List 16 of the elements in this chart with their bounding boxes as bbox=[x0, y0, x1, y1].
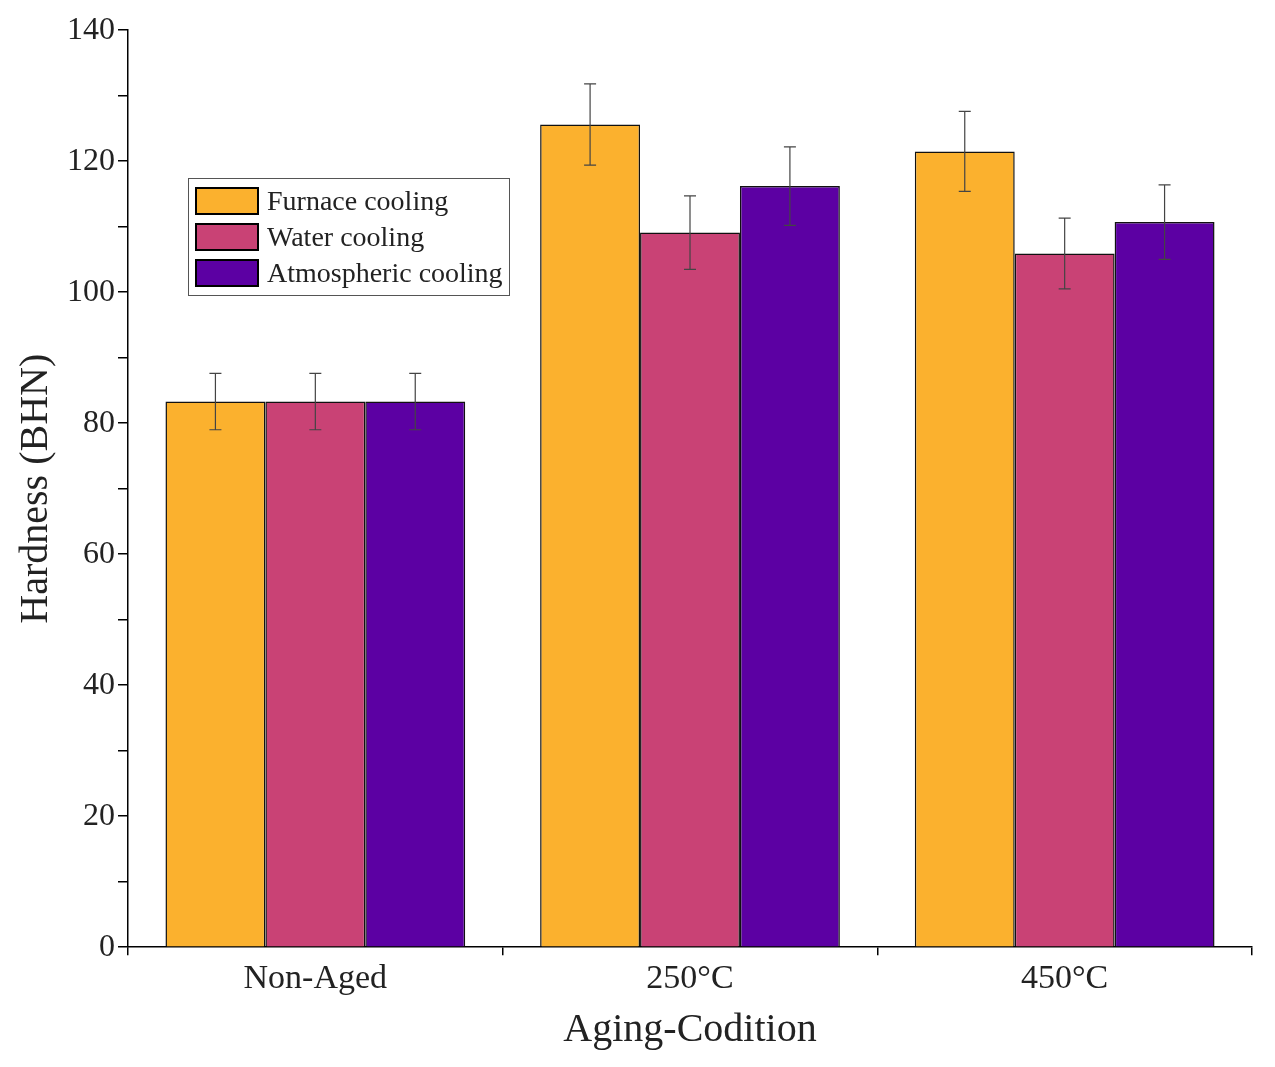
y-tick-label: 100 bbox=[67, 271, 115, 308]
y-tick-label: 0 bbox=[99, 926, 115, 963]
legend-label: Atmospheric cooling bbox=[267, 257, 503, 289]
legend-label: Furnace cooling bbox=[267, 185, 449, 217]
y-tick-label: 80 bbox=[83, 402, 115, 439]
legend-label: Water cooling bbox=[267, 221, 425, 253]
y-axis-title: Hardness (BHN) bbox=[10, 353, 56, 624]
y-tick-label: 60 bbox=[83, 533, 115, 570]
y-tick-label: 20 bbox=[83, 795, 115, 832]
y-tick-label: 120 bbox=[67, 140, 115, 177]
x-tick-label: 250°C bbox=[646, 957, 734, 995]
x-tick-label: 450°C bbox=[1021, 957, 1109, 995]
y-tick-label: 140 bbox=[67, 9, 115, 46]
x-tick-label: Non-Aged bbox=[243, 957, 388, 995]
x-axis-title: Aging-Codition bbox=[563, 1004, 817, 1050]
y-tick-label: 40 bbox=[83, 664, 115, 701]
